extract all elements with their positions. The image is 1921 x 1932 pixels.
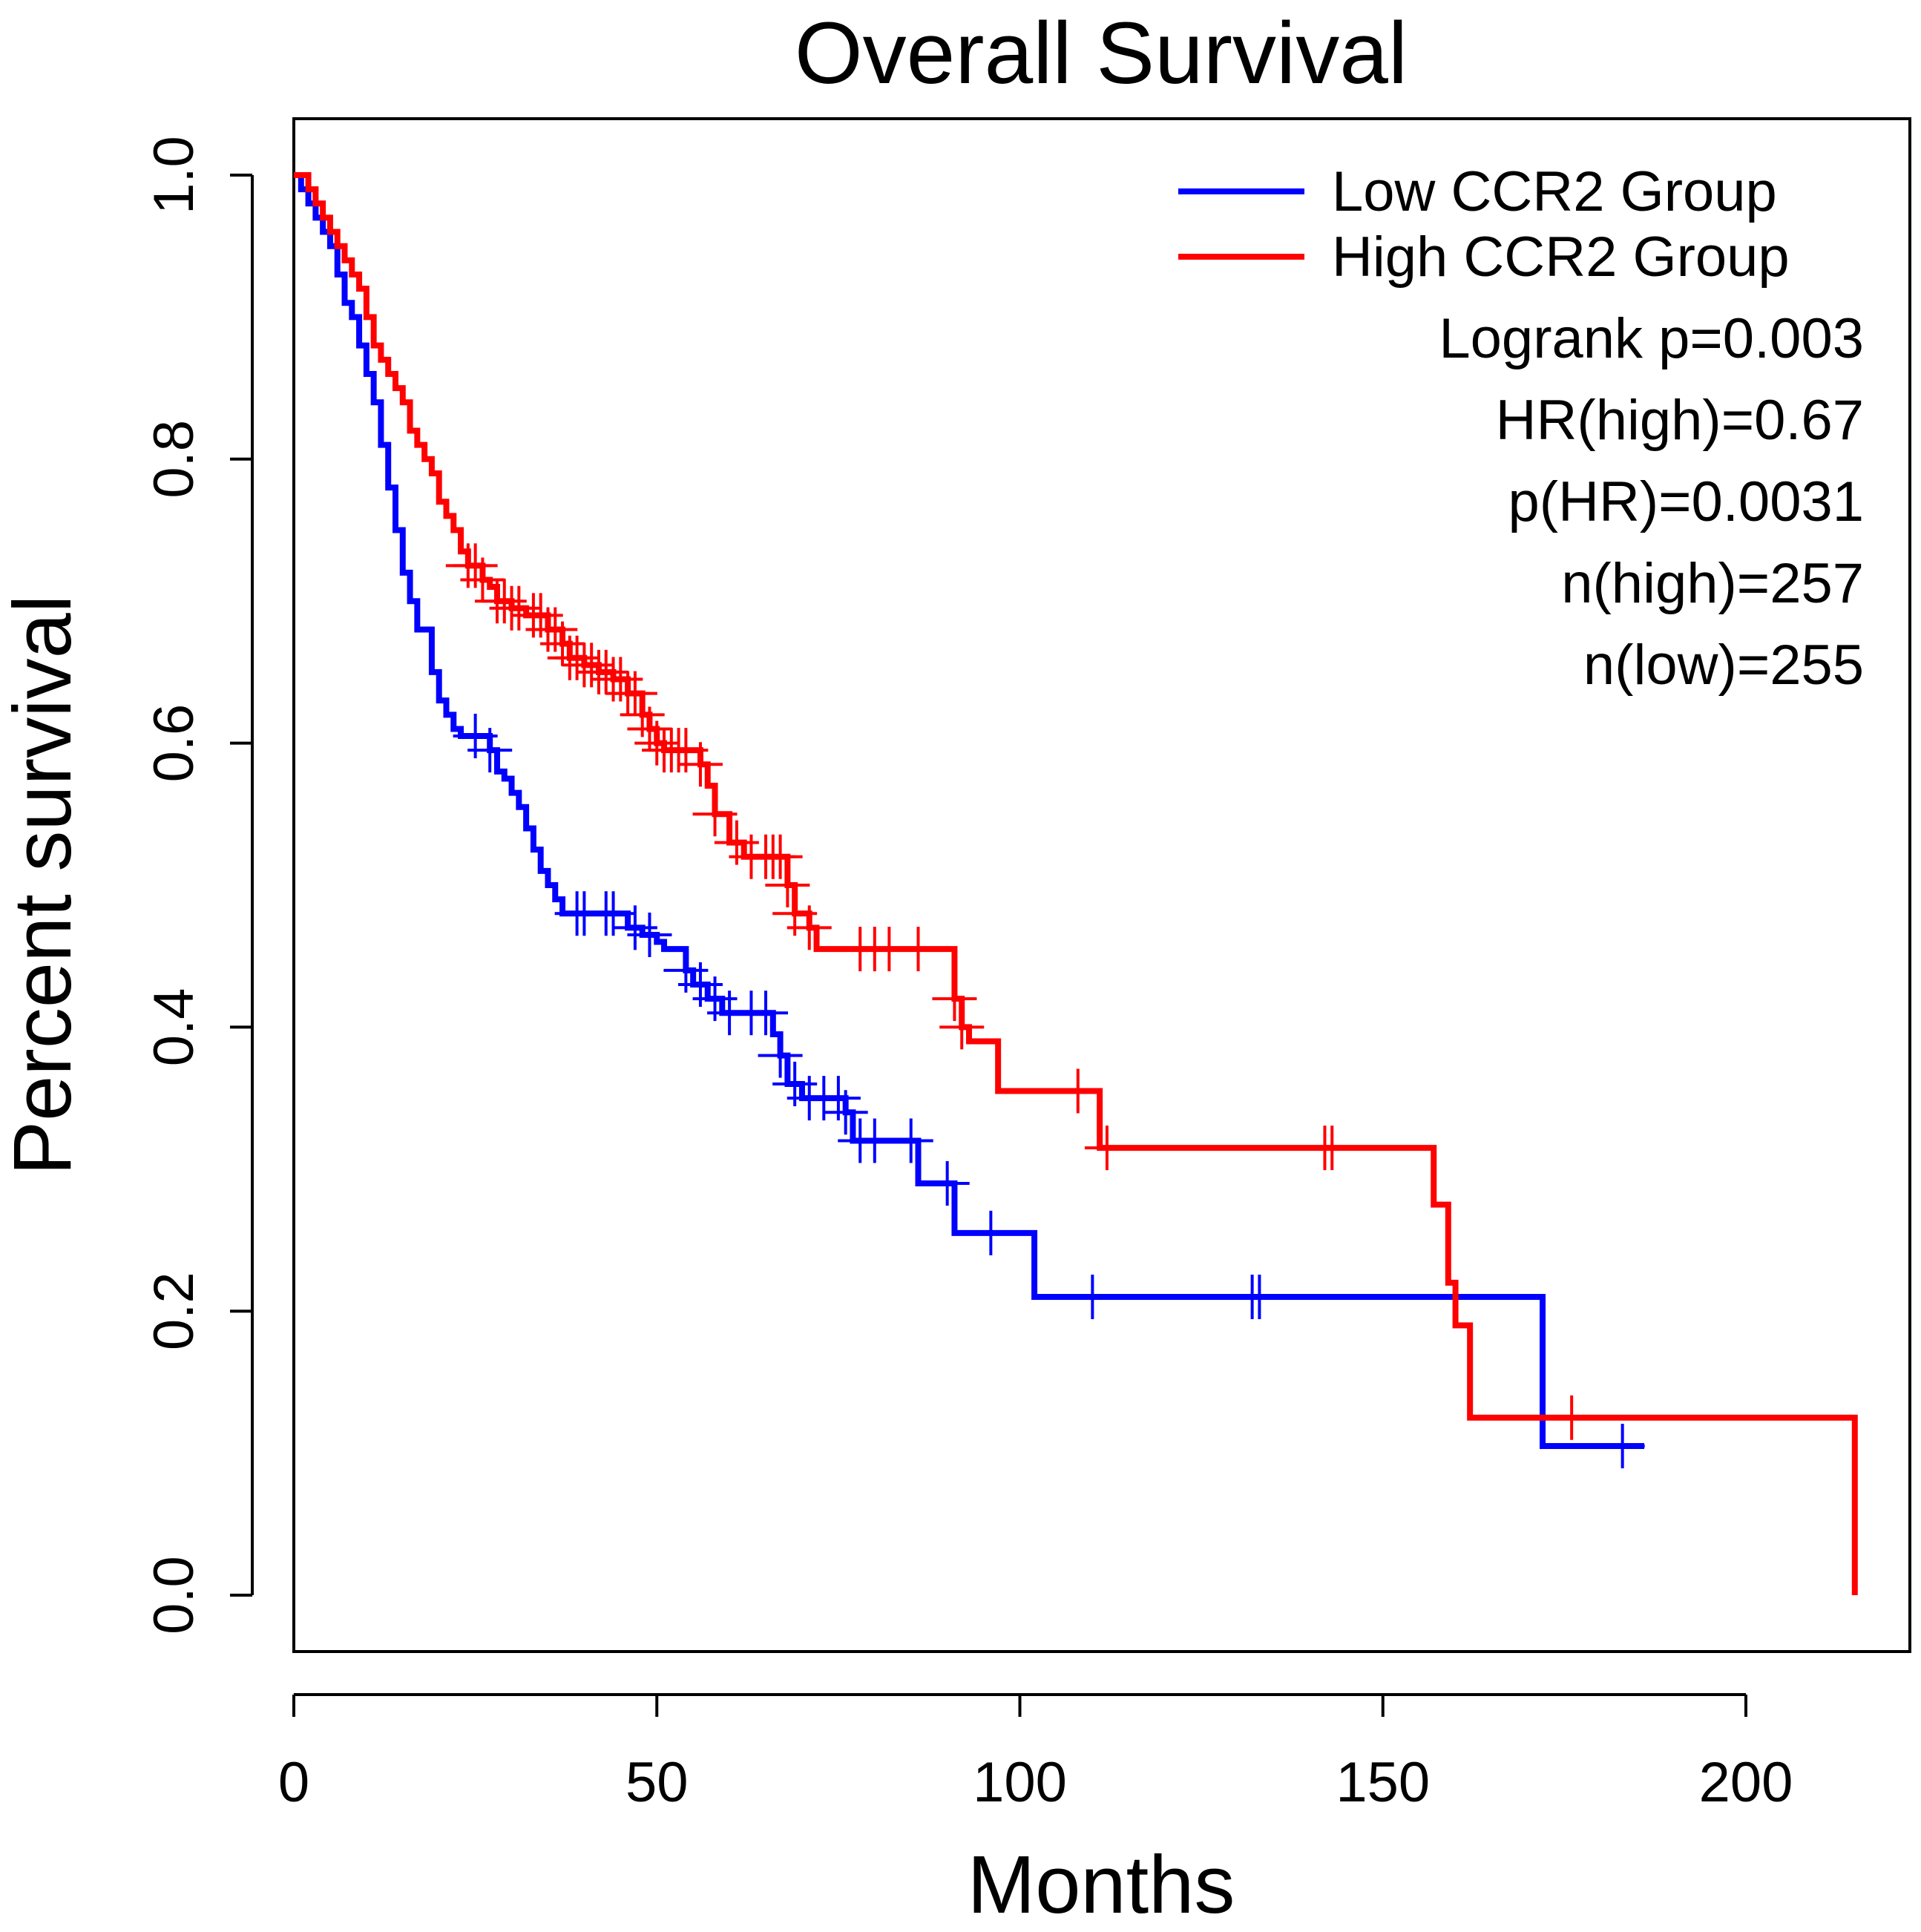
plot-frame [292,117,1911,1653]
x-tick-label: 0 [278,1751,309,1814]
y-tick-label: 0.8 [142,420,206,499]
x-tick-label: 100 [973,1751,1067,1814]
x-tick-label: 50 [625,1751,689,1814]
y-axis: 0.0 0.2 0.4 0.6 0.8 1.0 [142,136,254,1634]
y-axis-title: Percent survival [0,595,88,1176]
annotation-n-low: n(low)=255 [1583,634,1864,697]
legend-label-low: Low CCR2 Group [1332,160,1777,223]
y-tick-label: 1.0 [142,136,206,214]
chart-title: Overall Survival [795,4,1408,102]
legend-label-high: High CCR2 Group [1332,226,1790,289]
legend: Low CCR2 Group High CCR2 Group [1178,160,1790,289]
y-tick-label: 0.0 [142,1556,206,1634]
x-axis: 0 50 100 150 200 [278,1693,1793,1814]
annotation-logrank: Logrank p=0.003 [1439,307,1864,370]
x-tick-label: 150 [1336,1751,1430,1814]
x-tick-label: 200 [1699,1751,1793,1814]
y-tick-label: 0.2 [142,1272,206,1350]
annotation-p-hr: p(HR)=0.0031 [1508,470,1865,533]
x-axis-title: Months [968,1839,1235,1931]
annotation-n-high: n(high)=257 [1561,552,1864,615]
y-tick-label: 0.4 [142,988,206,1067]
annotations: Logrank p=0.003 HR(high)=0.67 p(HR)=0.00… [1439,307,1864,697]
y-tick-label: 0.6 [142,704,206,783]
series-layer [294,172,1858,1595]
annotation-hr: HR(high)=0.67 [1496,389,1864,452]
